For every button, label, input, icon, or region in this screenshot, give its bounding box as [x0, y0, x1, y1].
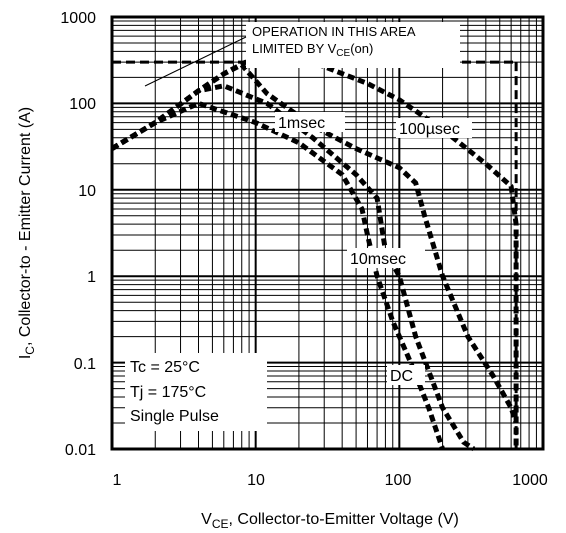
- y-tick-label: 0.01: [65, 442, 96, 459]
- y-tick-labels: 1000 100 10 1 0.1 0.01: [60, 10, 96, 459]
- y-tick-label: 10: [78, 183, 96, 200]
- test-conditions: Tc = 25°C Tj = 175°C Single Pulse: [125, 353, 267, 431]
- series-line-dc: [110, 100, 445, 450]
- x-tick-label: 1: [113, 472, 122, 489]
- y-axis-title: IC, Collector-to - Emitter Current (A): [17, 107, 37, 359]
- series-group: [110, 59, 519, 452]
- series-label-1msec: 1msec: [278, 115, 325, 132]
- x-tick-label: 100: [385, 472, 412, 489]
- operation-limit-annotation: OPERATION IN THIS AREA LIMITED BY VCE(on…: [144, 22, 460, 87]
- x-axis-title: VCE, Collector-to-Emitter Voltage (V): [201, 511, 459, 531]
- series-line-1msec: [110, 62, 519, 424]
- condition-tj: Tj = 175°C: [130, 384, 206, 401]
- series-label-10msec: 10msec: [350, 251, 406, 268]
- series-label-dc: DC: [390, 368, 413, 385]
- x-tick-label: 10: [247, 472, 265, 489]
- x-tick-label: 1000: [512, 472, 548, 489]
- y-tick-label: 0.1: [74, 356, 96, 373]
- y-tick-label: 1: [87, 269, 96, 286]
- annotation-line-2: LIMITED BY VCE(on): [252, 41, 373, 59]
- condition-tc: Tc = 25°C: [130, 359, 200, 376]
- y-tick-label: 1000: [60, 10, 96, 27]
- series-label-100usec: 100µsec: [399, 121, 460, 138]
- y-tick-label: 100: [69, 96, 96, 113]
- annotation-line-1: OPERATION IN THIS AREA: [252, 24, 416, 39]
- condition-pulse: Single Pulse: [130, 408, 219, 425]
- curve-labels: 1msec 100µsec 10msec DC: [275, 112, 472, 385]
- series-line-10msec: [110, 83, 476, 452]
- plot-frame: [110, 15, 545, 451]
- x-tick-labels: 1 10 100 1000: [113, 472, 548, 489]
